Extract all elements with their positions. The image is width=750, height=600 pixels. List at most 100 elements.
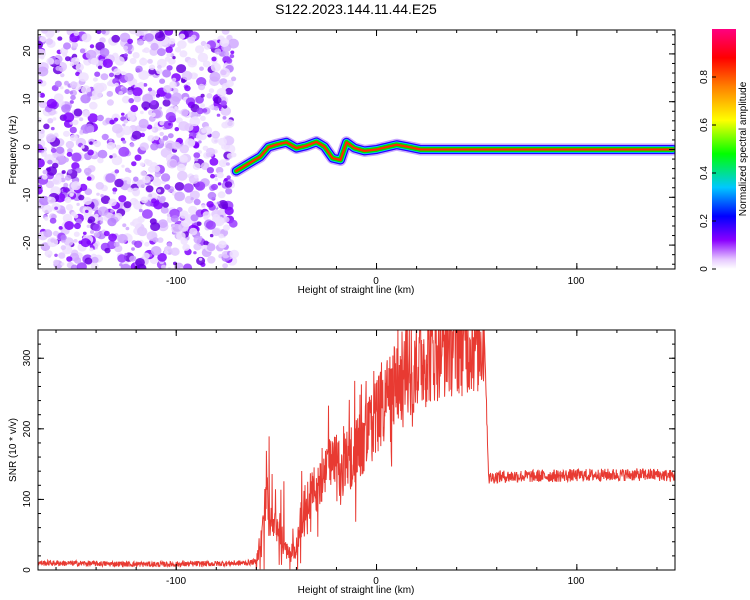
noise-blob (179, 33, 186, 40)
noise-blob (96, 114, 104, 122)
noise-blob (231, 152, 237, 158)
noise-blob (67, 148, 73, 154)
noise-blob (150, 143, 159, 151)
bottom-xtick-label: 100 (568, 576, 585, 587)
noise-blob (121, 87, 128, 94)
noise-blob (140, 170, 147, 177)
noise-blob (147, 58, 153, 64)
colorbar-tick-label: 0.6 (699, 118, 710, 132)
track-core (235, 140, 675, 173)
noise-blob (132, 52, 140, 59)
noise-blob (122, 223, 127, 228)
noise-blob (136, 38, 145, 46)
noise-blob (225, 162, 230, 166)
noise-blob (129, 255, 136, 262)
noise-blob (60, 245, 66, 251)
noise-blob (70, 264, 78, 269)
noise-blob (170, 247, 180, 256)
noise-blob (201, 128, 207, 134)
noise-blob (228, 38, 239, 49)
noise-blob (63, 237, 74, 247)
noise-blob (205, 220, 216, 230)
noise-blob (64, 80, 69, 86)
noise-blob (118, 195, 127, 203)
noise-blob (46, 98, 57, 109)
noise-blob (100, 194, 104, 198)
noise-blob (202, 211, 211, 219)
noise-blob (224, 178, 228, 182)
noise-blob (190, 197, 194, 201)
noise-blob (52, 176, 62, 185)
noise-blob (54, 80, 62, 88)
top-ytick-label: 20 (22, 45, 33, 57)
noise-blob (157, 64, 162, 70)
noise-blob (130, 221, 135, 226)
noise-blob (122, 140, 127, 144)
noise-blob (189, 227, 198, 236)
noise-blob (41, 174, 48, 180)
noise-blob (221, 30, 230, 35)
noise-blob (196, 221, 202, 227)
noise-blob (131, 247, 135, 251)
noise-blob (69, 100, 74, 104)
colorbar-tick-label: 0.4 (699, 166, 710, 180)
bottom-xtick-label: -100 (166, 576, 186, 587)
noise-blob (89, 141, 93, 145)
noise-blob (183, 263, 193, 269)
noise-blob (172, 141, 181, 150)
noise-blob (64, 174, 72, 181)
noise-blob (174, 106, 179, 111)
noise-blob (218, 240, 227, 249)
noise-blob (121, 112, 125, 116)
noise-blob (147, 166, 156, 173)
noise-blob (123, 53, 128, 58)
noise-blob (168, 122, 172, 126)
noise-blob (193, 236, 202, 244)
noise-blob (73, 231, 80, 237)
noise-blob (163, 85, 172, 93)
noise-blob (166, 158, 178, 169)
noise-blob (225, 188, 233, 195)
noise-blob (60, 86, 64, 90)
noise-blob (196, 256, 206, 266)
noise-blob (200, 103, 206, 108)
noise-blob (87, 149, 94, 156)
colorbar-tick-label: 0.2 (699, 214, 710, 228)
noise-blob (179, 144, 189, 154)
noise-blob (39, 36, 47, 43)
noise-blob (163, 250, 169, 255)
noise-blob (104, 247, 111, 254)
snr-series-line (38, 330, 675, 570)
noise-blob (196, 77, 207, 87)
noise-blob (39, 101, 47, 109)
noise-blob (63, 182, 69, 188)
noise-blob (155, 93, 161, 98)
noise-blob (211, 183, 218, 191)
noise-blob (160, 206, 169, 214)
noise-blob (127, 38, 133, 44)
noise-blob (151, 128, 155, 132)
noise-blob (69, 126, 77, 134)
noise-blob (112, 191, 117, 195)
noise-blob (225, 57, 233, 64)
noise-blob (209, 71, 221, 82)
noise-blob (125, 226, 130, 231)
noise-blob (54, 206, 58, 210)
noise-blob (138, 208, 143, 213)
noise-blob (152, 178, 162, 187)
noise-blob (204, 244, 208, 249)
noise-blob (92, 224, 101, 232)
noise-blob (97, 157, 104, 164)
noise-blob (64, 89, 70, 95)
noise-blob (55, 65, 61, 71)
noise-blob (65, 56, 71, 62)
noise-blob (157, 237, 164, 243)
noise-blob (200, 115, 206, 122)
noise-blob (47, 118, 54, 124)
noise-blob (123, 119, 128, 124)
noise-blob (128, 98, 134, 104)
noise-blob (224, 119, 235, 128)
snr-frame (37, 329, 676, 571)
noise-blob (124, 72, 134, 82)
noise-blob (60, 234, 67, 241)
